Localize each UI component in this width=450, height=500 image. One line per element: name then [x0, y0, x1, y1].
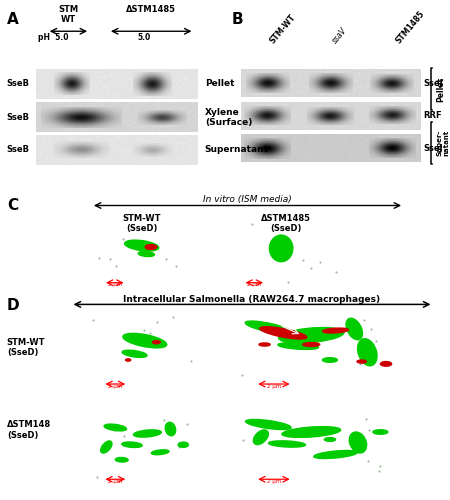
- Text: SseB: SseB: [6, 80, 29, 88]
- Text: STM-WT
(SseD): STM-WT (SseD): [7, 338, 45, 357]
- Text: D: D: [7, 298, 19, 312]
- Ellipse shape: [153, 340, 160, 344]
- Text: 2 μm: 2 μm: [267, 479, 281, 484]
- Ellipse shape: [145, 244, 157, 250]
- Text: 2 μm: 2 μm: [108, 479, 122, 484]
- Ellipse shape: [278, 342, 319, 349]
- Text: SseJ: SseJ: [423, 78, 443, 88]
- Text: B: B: [232, 12, 243, 28]
- Ellipse shape: [115, 458, 128, 462]
- Text: ΔSTM1485: ΔSTM1485: [126, 5, 176, 14]
- Ellipse shape: [178, 442, 189, 448]
- Text: STM
WT: STM WT: [58, 5, 78, 24]
- Text: ΔSTM1485
(SseD): ΔSTM1485 (SseD): [261, 214, 311, 234]
- Text: Intracellular Salmonella (RAW264.7 macrophages): Intracellular Salmonella (RAW264.7 macro…: [123, 294, 381, 304]
- Text: ΔSTM148
(SseD): ΔSTM148 (SseD): [7, 420, 51, 440]
- Text: STM1485: STM1485: [394, 10, 426, 46]
- Ellipse shape: [253, 430, 268, 444]
- Ellipse shape: [246, 420, 291, 430]
- Ellipse shape: [122, 350, 147, 358]
- Ellipse shape: [323, 358, 338, 362]
- Text: SseJ: SseJ: [423, 144, 443, 153]
- Text: SseB: SseB: [6, 146, 29, 154]
- Text: Super-
natant: Super- natant: [436, 130, 449, 156]
- Ellipse shape: [282, 426, 341, 438]
- Ellipse shape: [349, 432, 367, 453]
- Text: Supernatant: Supernatant: [205, 146, 269, 154]
- Text: *: *: [387, 357, 392, 366]
- Text: SseB: SseB: [6, 113, 29, 122]
- Ellipse shape: [269, 441, 306, 447]
- Ellipse shape: [323, 328, 348, 333]
- Ellipse shape: [260, 326, 307, 339]
- Text: STM-WT
(SseD): STM-WT (SseD): [122, 214, 161, 234]
- Ellipse shape: [134, 430, 161, 437]
- Ellipse shape: [123, 334, 167, 348]
- Ellipse shape: [125, 240, 159, 251]
- Text: In vitro (ISM media): In vitro (ISM media): [203, 195, 292, 204]
- Ellipse shape: [324, 438, 336, 442]
- Ellipse shape: [104, 424, 126, 431]
- Ellipse shape: [165, 422, 176, 436]
- Ellipse shape: [303, 342, 320, 346]
- Ellipse shape: [101, 441, 112, 453]
- Ellipse shape: [259, 343, 270, 346]
- Text: A: A: [7, 12, 18, 28]
- Ellipse shape: [138, 252, 154, 256]
- Text: 2 μm: 2 μm: [108, 282, 122, 287]
- Text: RRF: RRF: [423, 112, 441, 120]
- Text: Pellet: Pellet: [205, 80, 234, 88]
- Text: pH  5.0: pH 5.0: [38, 34, 68, 42]
- Text: 5.0: 5.0: [137, 34, 151, 42]
- Ellipse shape: [380, 362, 392, 366]
- Ellipse shape: [122, 442, 142, 448]
- Text: ssaV: ssaV: [331, 26, 349, 46]
- Text: 2 μm: 2 μm: [267, 384, 281, 388]
- Text: 2 μm: 2 μm: [247, 282, 261, 287]
- Ellipse shape: [126, 359, 130, 361]
- Ellipse shape: [245, 321, 292, 334]
- Ellipse shape: [270, 235, 293, 262]
- Ellipse shape: [357, 360, 366, 363]
- Ellipse shape: [151, 450, 169, 454]
- Ellipse shape: [358, 338, 377, 366]
- Text: *: *: [154, 328, 158, 338]
- Text: Xylene
(Surface): Xylene (Surface): [205, 108, 252, 127]
- Text: Pellet: Pellet: [436, 76, 445, 102]
- Ellipse shape: [373, 430, 388, 434]
- Text: C: C: [7, 198, 18, 212]
- Ellipse shape: [314, 450, 357, 458]
- Text: 2 μm: 2 μm: [108, 384, 122, 388]
- Text: STM-WT: STM-WT: [268, 13, 297, 46]
- Ellipse shape: [279, 328, 344, 343]
- Ellipse shape: [346, 318, 363, 340]
